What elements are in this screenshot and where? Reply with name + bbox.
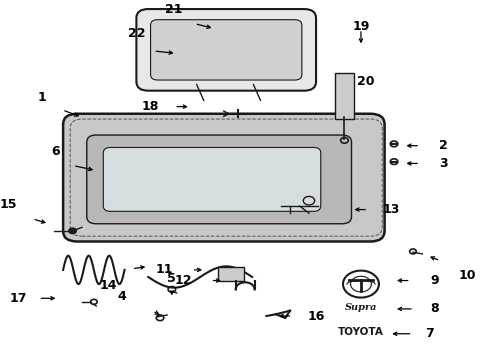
Circle shape [69, 228, 76, 234]
FancyArrowPatch shape [196, 84, 204, 100]
Text: 19: 19 [352, 20, 369, 33]
Text: 8: 8 [430, 302, 439, 315]
Text: 3: 3 [440, 157, 448, 170]
Text: 16: 16 [307, 310, 325, 323]
FancyBboxPatch shape [150, 20, 302, 80]
FancyBboxPatch shape [218, 267, 244, 281]
Text: 17: 17 [9, 292, 27, 305]
FancyBboxPatch shape [335, 73, 354, 119]
Text: 15: 15 [0, 198, 18, 211]
Text: 12: 12 [175, 274, 193, 287]
Text: 22: 22 [127, 27, 145, 40]
Text: 1: 1 [37, 91, 46, 104]
Text: TOYOTA: TOYOTA [338, 327, 384, 337]
Text: 13: 13 [383, 203, 400, 216]
Text: 21: 21 [166, 3, 183, 15]
FancyArrowPatch shape [253, 84, 261, 100]
Text: 4: 4 [118, 290, 126, 303]
Text: 18: 18 [142, 100, 159, 113]
Text: 11: 11 [156, 264, 173, 276]
Text: 6: 6 [52, 144, 60, 158]
Text: 7: 7 [425, 327, 434, 340]
FancyBboxPatch shape [63, 114, 385, 242]
Text: 10: 10 [459, 269, 476, 282]
Text: 9: 9 [430, 274, 439, 287]
FancyBboxPatch shape [136, 9, 316, 91]
Text: 20: 20 [357, 75, 374, 88]
FancyBboxPatch shape [103, 148, 321, 211]
Text: Supra: Supra [344, 303, 377, 312]
FancyBboxPatch shape [87, 135, 351, 224]
Text: 14: 14 [99, 279, 117, 292]
Text: 5: 5 [168, 272, 176, 285]
Text: 2: 2 [440, 139, 448, 152]
